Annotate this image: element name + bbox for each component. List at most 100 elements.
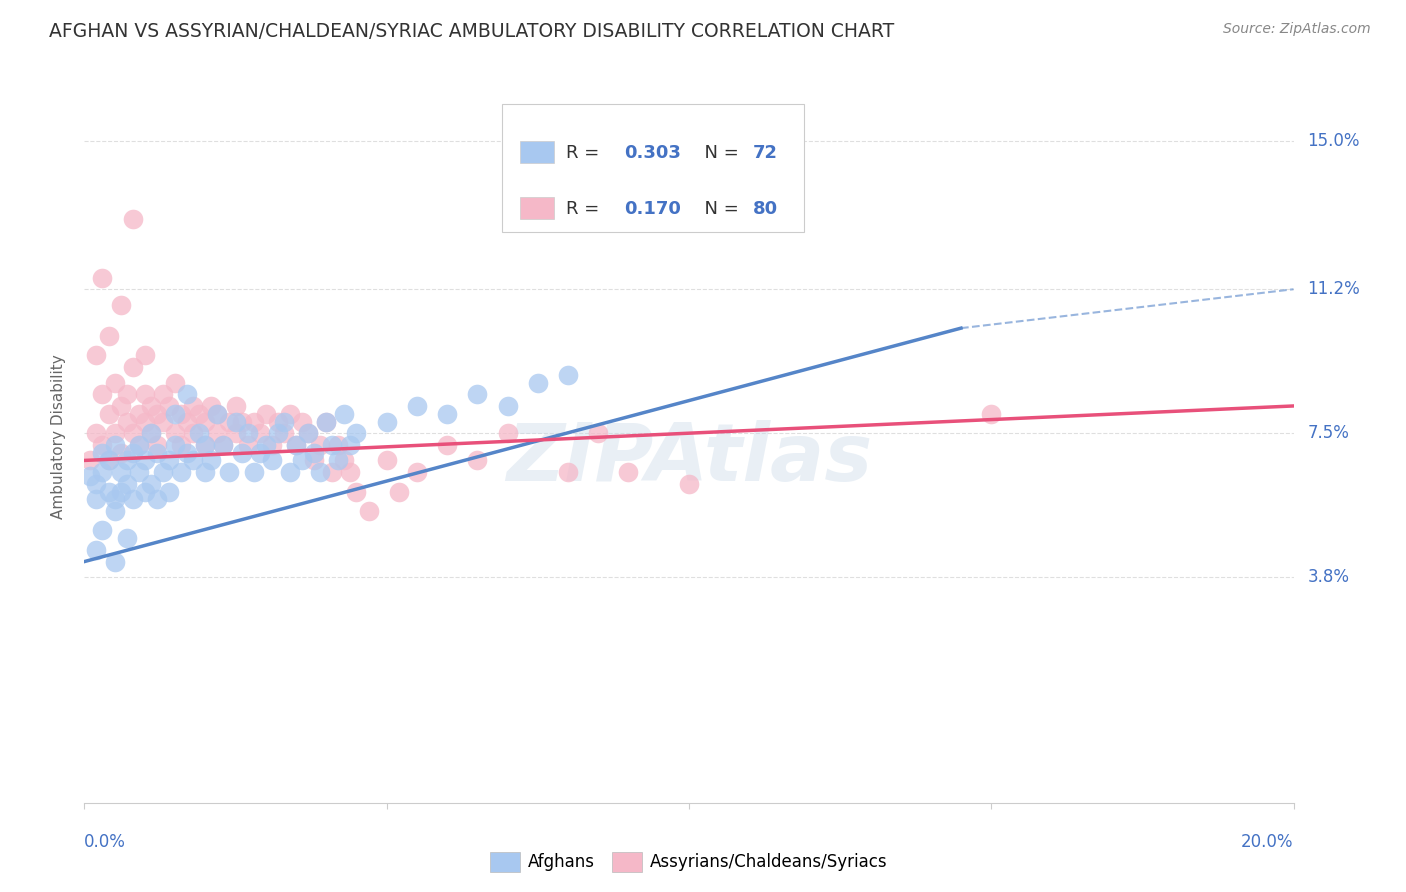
Point	[328, 453, 350, 467]
Text: 20.0%: 20.0%	[1241, 833, 1294, 851]
Point	[207, 407, 229, 421]
Text: ZIPAtlas: ZIPAtlas	[506, 420, 872, 498]
Point	[165, 376, 187, 390]
Point	[181, 399, 204, 413]
Point	[181, 453, 204, 467]
Point	[617, 465, 640, 479]
Point	[496, 426, 519, 441]
Point	[496, 399, 519, 413]
Point	[309, 438, 332, 452]
Point	[194, 465, 217, 479]
Point	[128, 407, 150, 421]
Point	[339, 465, 361, 479]
Text: 0.170: 0.170	[624, 200, 681, 219]
Point	[91, 524, 114, 538]
Point	[91, 465, 114, 479]
Point	[157, 484, 180, 499]
Point	[121, 426, 143, 441]
Point	[79, 453, 101, 467]
Text: Source: ZipAtlas.com: Source: ZipAtlas.com	[1223, 22, 1371, 37]
Point	[121, 445, 143, 459]
Point	[121, 492, 143, 507]
Point	[278, 407, 301, 421]
Point	[79, 469, 101, 483]
Point	[212, 438, 235, 452]
Point	[188, 407, 211, 421]
Point	[357, 504, 380, 518]
Text: 3.8%: 3.8%	[1308, 568, 1350, 586]
Point	[86, 476, 108, 491]
Point	[242, 415, 264, 429]
Point	[375, 453, 398, 467]
Point	[315, 415, 337, 429]
Point	[91, 445, 114, 459]
Point	[128, 465, 150, 479]
Point	[339, 438, 361, 452]
Point	[86, 426, 108, 441]
Text: 80: 80	[754, 200, 778, 219]
Point	[212, 438, 235, 452]
Point	[165, 426, 187, 441]
Point	[249, 445, 271, 459]
Point	[315, 415, 337, 429]
Point	[375, 415, 398, 429]
Point	[104, 555, 127, 569]
Point	[267, 426, 290, 441]
Point	[115, 476, 138, 491]
Point	[104, 438, 127, 452]
Point	[273, 426, 295, 441]
Y-axis label: Ambulatory Disability: Ambulatory Disability	[51, 355, 66, 519]
Point	[218, 465, 240, 479]
Point	[110, 298, 132, 312]
Point	[406, 465, 429, 479]
Point	[152, 465, 174, 479]
Point	[302, 445, 325, 459]
Text: 72: 72	[754, 144, 778, 162]
Point	[557, 465, 579, 479]
Point	[115, 531, 138, 545]
Point	[97, 407, 120, 421]
Point	[176, 445, 198, 459]
Point	[170, 438, 193, 452]
Point	[110, 399, 132, 413]
Point	[194, 438, 217, 452]
Point	[134, 453, 156, 467]
Point	[242, 465, 264, 479]
Point	[302, 453, 325, 467]
Point	[278, 465, 301, 479]
Point	[231, 415, 253, 429]
Point	[194, 415, 217, 429]
Point	[527, 376, 550, 390]
Point	[134, 484, 156, 499]
Point	[128, 438, 150, 452]
Point	[115, 453, 138, 467]
Text: R =: R =	[565, 200, 605, 219]
Point	[104, 492, 127, 507]
Point	[285, 438, 308, 452]
Point	[91, 270, 114, 285]
Point	[309, 465, 332, 479]
Point	[388, 484, 411, 499]
Point	[188, 426, 211, 441]
Point	[97, 453, 120, 467]
Point	[134, 387, 156, 401]
Point	[170, 407, 193, 421]
Point	[588, 426, 610, 441]
Point	[254, 407, 277, 421]
Point	[110, 445, 132, 459]
Point	[121, 212, 143, 227]
Text: 0.303: 0.303	[624, 144, 681, 162]
Bar	[520, 197, 554, 219]
Point	[980, 407, 1002, 421]
Point	[225, 399, 247, 413]
Point	[139, 426, 162, 441]
Point	[165, 407, 187, 421]
Point	[104, 504, 127, 518]
Point	[273, 415, 295, 429]
Point	[139, 426, 162, 441]
Point	[86, 348, 108, 362]
Point	[225, 426, 247, 441]
Point	[176, 415, 198, 429]
Point	[249, 426, 271, 441]
Point	[86, 492, 108, 507]
